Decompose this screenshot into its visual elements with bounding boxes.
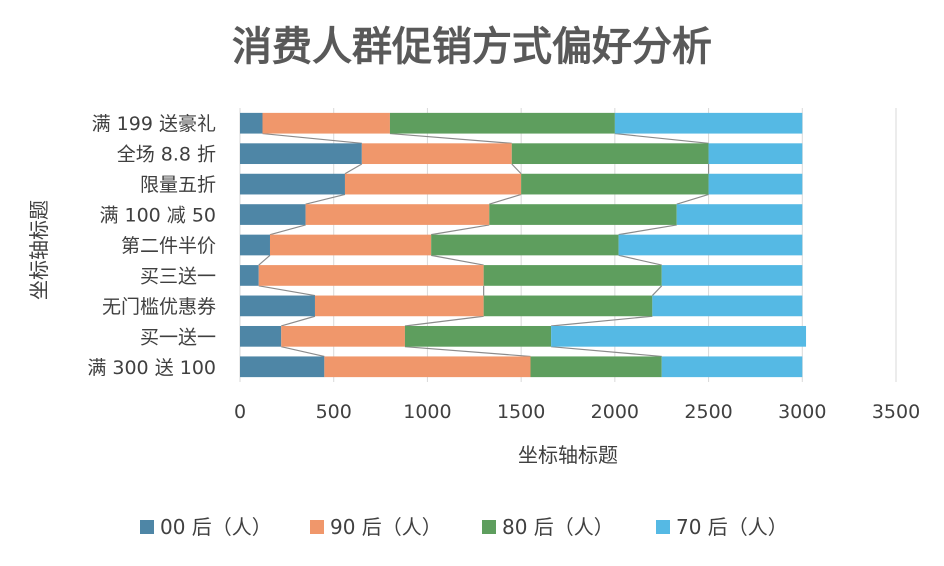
series-line [618, 254, 662, 266]
series-line [431, 224, 490, 236]
bars [240, 112, 807, 378]
category-label: 满 199 送豪礼 [92, 113, 216, 135]
series-line [551, 315, 653, 327]
x-tick-label: 1000 [403, 401, 451, 423]
bar-segment [240, 173, 345, 195]
series-line [614, 132, 709, 144]
bar-segment [661, 356, 803, 378]
series-line [431, 254, 484, 266]
chart-title: 消费人群促销方式偏好分析 [232, 24, 712, 70]
x-tick-label: 0 [234, 401, 246, 423]
bar-segment [324, 356, 531, 378]
bar-segment [404, 325, 552, 347]
series-line [258, 254, 271, 266]
bar-segment [511, 143, 709, 165]
bar-segment [483, 265, 662, 286]
category-label: 满 300 送 100 [87, 357, 216, 379]
bar-segment [240, 143, 362, 165]
category-label: 第二件半价 [121, 235, 216, 257]
x-tick-label: 3500 [872, 401, 920, 423]
category-label: 全场 8.8 折 [117, 144, 216, 166]
bar-segment [618, 234, 803, 256]
x-axis-label: 坐标轴标题 [518, 443, 618, 467]
bar-segment [431, 234, 619, 256]
bar-segment [708, 173, 803, 195]
series-line [618, 224, 677, 236]
x-tick-label: 2000 [591, 401, 639, 423]
bar-segment [240, 234, 270, 256]
category-label: 满 100 减 50 [99, 205, 216, 227]
legend-label: 80 后（人） [502, 515, 614, 539]
series-line [489, 193, 522, 205]
series-line [305, 193, 346, 205]
x-tick-label: 1500 [497, 401, 545, 423]
bar-segment [521, 173, 709, 195]
category-label: 无门槛优惠券 [102, 296, 216, 318]
legend-swatch [656, 520, 670, 534]
bar-segment [269, 234, 432, 256]
bar-segment [240, 295, 315, 317]
series-line [404, 315, 484, 327]
bar-segment [240, 325, 282, 347]
legend-item: 90 后（人） [310, 515, 442, 539]
bar-segment [262, 112, 390, 134]
bar-segment [240, 356, 325, 378]
bar-segment [240, 112, 263, 134]
legend-item: 00 后（人） [140, 515, 272, 539]
x-tick-label: 2500 [684, 401, 732, 423]
legend-swatch [482, 520, 496, 534]
bar-segment [258, 265, 484, 286]
bar-segment [281, 325, 405, 347]
bar-segment [676, 204, 803, 225]
series-line [651, 285, 663, 296]
bar-segment [361, 143, 512, 165]
series-line [262, 132, 362, 144]
bar-segment [708, 143, 803, 165]
series-line [344, 163, 363, 175]
category-label: 限量五折 [140, 174, 216, 196]
series-line [404, 346, 531, 358]
legend-item: 70 后（人） [656, 515, 788, 539]
bar-segment [314, 295, 484, 317]
series-line [551, 346, 662, 358]
bar-segment [652, 295, 803, 317]
bar-segment [489, 204, 677, 225]
bar-segment [551, 325, 807, 347]
y-axis-label: 坐标轴标题 [27, 200, 51, 300]
bar-segment [240, 204, 306, 225]
bar-segment [389, 112, 615, 134]
bar-segment [240, 265, 259, 286]
x-tick-labels: 0 500 1000 1500 2000 2500 3000 3500 [234, 401, 920, 423]
series-line [281, 315, 316, 327]
legend-swatch [140, 520, 154, 534]
legend-label: 00 后（人） [160, 515, 272, 539]
bar-segment [305, 204, 490, 225]
legend-label: 70 后（人） [676, 515, 788, 539]
category-label: 买三送一 [140, 265, 216, 287]
legend-label: 90 后（人） [330, 515, 442, 539]
x-tick-label: 3000 [778, 401, 826, 423]
series-line [258, 285, 316, 297]
legend: 00 后（人） 90 后（人） 80 后（人） 70 后（人） [140, 515, 788, 539]
series-line [281, 346, 325, 358]
x-tick-label: 500 [316, 401, 352, 423]
bar-segment [530, 356, 662, 378]
series-line [389, 132, 512, 144]
series-line [676, 193, 709, 205]
legend-swatch [310, 520, 324, 534]
legend-item: 80 后（人） [482, 515, 614, 539]
series-line [511, 163, 522, 175]
series-lines [258, 132, 710, 358]
bar-segment [344, 173, 522, 195]
category-label: 买一送一 [140, 326, 216, 348]
series-line [269, 224, 306, 236]
bar-segment [661, 265, 803, 286]
bar-segment [614, 112, 803, 134]
bar-segment [483, 295, 653, 317]
